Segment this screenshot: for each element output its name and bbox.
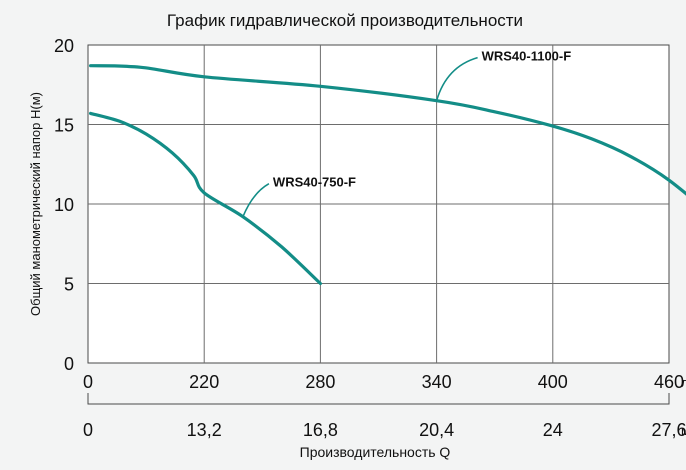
x-unit-label: л/мин [681,375,686,390]
x2-tick-label: 20,4 [419,420,454,440]
y-axis-label: Общий манометрический напор H(м) [28,92,43,316]
x-tick-label: 460 [654,372,684,392]
y-tick-label: 0 [64,354,74,374]
x-tick-label: 340 [422,372,452,392]
x2-tick-label: 0 [83,420,93,440]
x-tick-label: 400 [538,372,568,392]
y-tick-label: 10 [54,195,74,215]
x2-tick-label: 24 [543,420,563,440]
x-tick-label: 0 [83,372,93,392]
y-tick-label: 5 [64,275,74,295]
chart-title: График гидравлической производительности [167,11,523,30]
series-leader-line [242,183,270,218]
y-tick-label: 20 [54,36,74,56]
x2-tick-label: 13,2 [187,420,222,440]
x2-tick-label: 16,8 [303,420,338,440]
series-name-label: WRS40-1100-F [482,49,572,64]
y-axis-ticks: 0 5 10 15 20 [54,36,74,374]
secondary-axis-line [87,393,670,405]
grid [88,45,669,363]
series-curves [89,64,686,286]
x2-axis-ticks: 0 13,2 16,8 20,4 24 27,6м³/ч [83,420,686,440]
series-line [89,64,686,196]
x2-tick-label: 27,6 [651,420,686,440]
x-axis-label: Производительность Q [300,444,451,460]
x-tick-label: 220 [189,372,219,392]
series-leader-line [435,56,478,101]
series-labels: WRS40-750-F WRS40-1100-F [242,49,572,218]
series-line [89,111,322,286]
x-tick-label: 280 [305,372,335,392]
y-tick-label: 15 [54,116,74,136]
series-name-label: WRS40-750-F [273,175,356,190]
x2-unit-label: м³/ч [681,423,686,438]
